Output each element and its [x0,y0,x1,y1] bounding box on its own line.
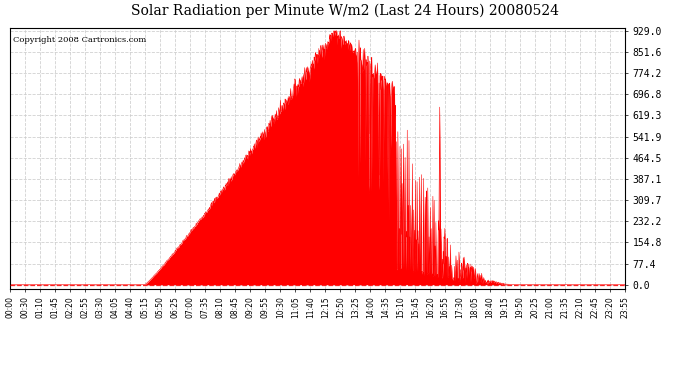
Text: Copyright 2008 Cartronics.com: Copyright 2008 Cartronics.com [13,36,147,44]
Text: Solar Radiation per Minute W/m2 (Last 24 Hours) 20080524: Solar Radiation per Minute W/m2 (Last 24… [131,4,559,18]
